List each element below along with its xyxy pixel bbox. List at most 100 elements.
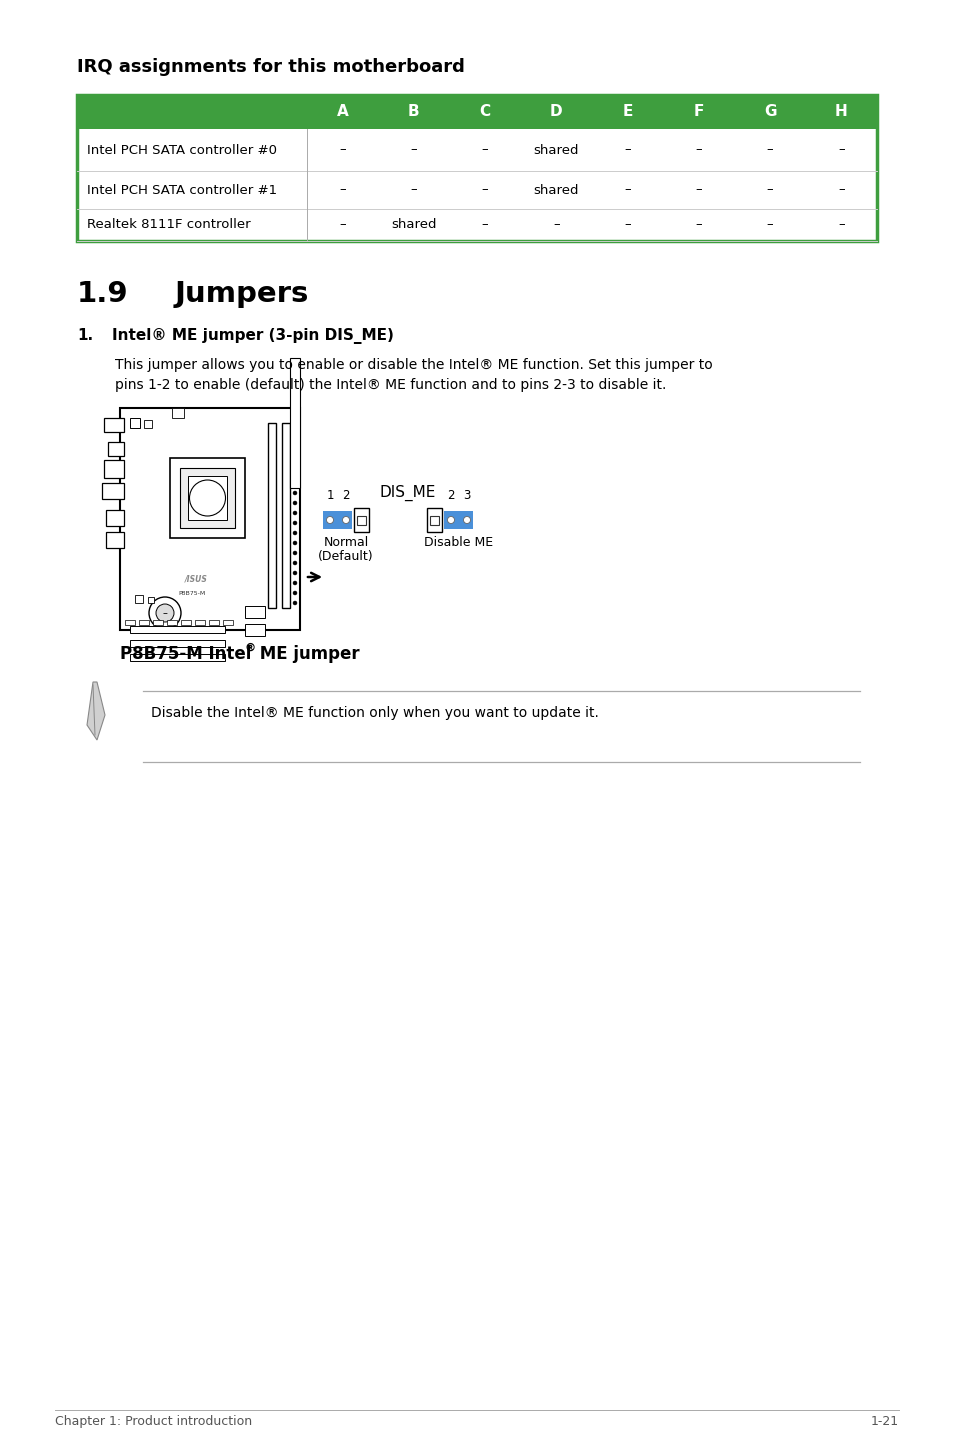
Text: –: –: [339, 184, 346, 197]
Bar: [172, 408, 184, 418]
Text: –: –: [766, 184, 773, 197]
Bar: [104, 418, 124, 431]
Text: ME jumper: ME jumper: [253, 646, 359, 663]
Bar: [130, 418, 140, 429]
Text: 1-21: 1-21: [870, 1415, 898, 1428]
Text: P8B75-M Intel: P8B75-M Intel: [120, 646, 251, 663]
Circle shape: [156, 604, 173, 623]
Polygon shape: [87, 682, 105, 741]
Text: Intel PCH SATA controller #0: Intel PCH SATA controller #0: [87, 144, 276, 157]
Bar: [167, 620, 177, 626]
Bar: [268, 423, 275, 608]
Circle shape: [293, 541, 296, 545]
Bar: [170, 457, 245, 538]
Text: –: –: [623, 184, 630, 197]
Bar: [194, 620, 205, 626]
Circle shape: [342, 516, 349, 523]
Text: 1.: 1.: [77, 328, 93, 344]
Text: –: –: [481, 184, 488, 197]
Bar: [135, 595, 143, 603]
Bar: [130, 654, 225, 661]
Text: –: –: [766, 144, 773, 157]
Text: A: A: [336, 105, 348, 119]
Text: P8B75-M: P8B75-M: [178, 591, 205, 595]
Text: Intel PCH SATA controller #1: Intel PCH SATA controller #1: [87, 184, 276, 197]
Text: –: –: [162, 608, 168, 618]
Bar: [148, 597, 153, 603]
Bar: [125, 620, 135, 626]
Bar: [427, 508, 442, 532]
Text: D: D: [550, 105, 562, 119]
Bar: [355, 508, 369, 532]
Circle shape: [293, 510, 296, 515]
Text: C: C: [479, 105, 490, 119]
Text: –: –: [837, 184, 843, 197]
Text: B: B: [408, 105, 419, 119]
Text: DIS_ME: DIS_ME: [379, 485, 436, 502]
Text: –: –: [766, 219, 773, 232]
Bar: [245, 605, 265, 618]
Bar: [77, 209, 876, 242]
Bar: [77, 129, 876, 171]
Circle shape: [149, 597, 181, 628]
Text: –: –: [623, 219, 630, 232]
Bar: [139, 620, 149, 626]
Text: shared: shared: [391, 219, 436, 232]
Text: –: –: [623, 144, 630, 157]
Bar: [130, 640, 225, 647]
Text: –: –: [695, 184, 701, 197]
Circle shape: [326, 516, 334, 523]
Circle shape: [293, 581, 296, 585]
Circle shape: [293, 490, 296, 495]
Text: 3: 3: [463, 489, 470, 502]
Text: –: –: [695, 219, 701, 232]
Text: 2: 2: [342, 489, 350, 502]
Text: –: –: [837, 144, 843, 157]
Text: Disable the Intel® ME function only when you want to update it.: Disable the Intel® ME function only when…: [151, 706, 598, 720]
Circle shape: [293, 531, 296, 535]
Text: Chapter 1: Product introduction: Chapter 1: Product introduction: [55, 1415, 252, 1428]
Circle shape: [447, 516, 454, 523]
Circle shape: [293, 551, 296, 555]
Bar: [245, 624, 265, 636]
Bar: [77, 95, 876, 129]
Bar: [290, 358, 299, 487]
Bar: [323, 510, 352, 529]
Text: –: –: [837, 219, 843, 232]
Text: Jumpers: Jumpers: [174, 280, 309, 308]
Text: /ISUS: /ISUS: [185, 574, 208, 582]
Bar: [209, 620, 219, 626]
Text: –: –: [695, 144, 701, 157]
Text: –: –: [481, 144, 488, 157]
Text: F: F: [693, 105, 703, 119]
Bar: [180, 467, 234, 528]
Bar: [188, 476, 227, 521]
Text: 1.9: 1.9: [77, 280, 129, 308]
Text: (Default): (Default): [318, 549, 374, 564]
Bar: [144, 420, 152, 429]
Circle shape: [293, 601, 296, 605]
Bar: [104, 460, 124, 477]
Bar: [106, 532, 124, 548]
Bar: [77, 171, 876, 209]
Text: Disable ME: Disable ME: [424, 536, 493, 549]
Bar: [444, 510, 473, 529]
Bar: [430, 515, 439, 525]
Text: Intel® ME jumper (3-pin DIS_ME): Intel® ME jumper (3-pin DIS_ME): [112, 328, 394, 344]
Text: ®: ®: [245, 643, 255, 653]
Circle shape: [190, 480, 225, 516]
Circle shape: [463, 516, 470, 523]
Bar: [130, 626, 225, 633]
Bar: [106, 510, 124, 526]
Text: shared: shared: [533, 144, 578, 157]
Text: –: –: [339, 144, 346, 157]
Circle shape: [293, 500, 296, 505]
Bar: [282, 423, 290, 608]
Circle shape: [293, 561, 296, 565]
Text: This jumper allows you to enable or disable the Intel® ME function. Set this jum: This jumper allows you to enable or disa…: [115, 358, 712, 372]
Text: 1: 1: [326, 489, 334, 502]
Text: 2: 2: [447, 489, 455, 502]
Text: –: –: [410, 184, 416, 197]
Text: Realtek 8111F controller: Realtek 8111F controller: [87, 219, 251, 232]
Circle shape: [293, 521, 296, 525]
